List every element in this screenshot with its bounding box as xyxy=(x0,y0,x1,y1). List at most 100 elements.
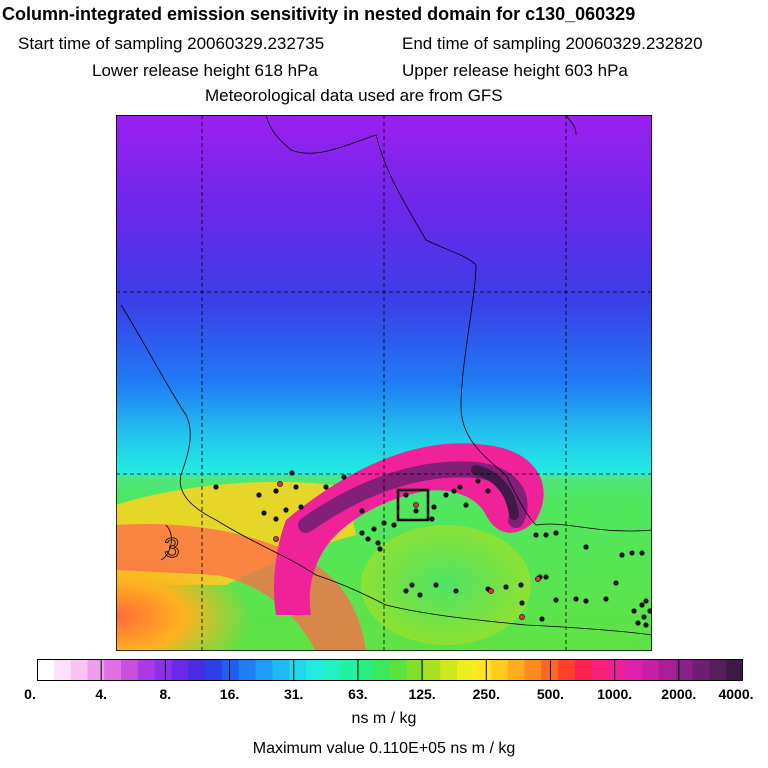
station-marker xyxy=(553,597,559,603)
station-marker xyxy=(643,598,649,604)
colorbar-swatch xyxy=(339,659,357,681)
station-marker xyxy=(451,488,457,494)
station-marker xyxy=(463,502,469,508)
colorbar-tick-label: 31. xyxy=(283,686,304,702)
station-marker xyxy=(443,492,449,498)
station-marker xyxy=(539,616,545,622)
colorbar-tick-label: 500. xyxy=(536,686,565,702)
station-marker xyxy=(583,598,589,604)
colorbar-swatch xyxy=(154,659,172,681)
colorbar-swatch xyxy=(390,659,408,681)
station-marker xyxy=(273,516,279,522)
release-box xyxy=(396,488,430,522)
colorbar-swatch xyxy=(474,659,492,681)
station-marker xyxy=(573,596,579,602)
station-marker-highlight xyxy=(519,614,525,620)
colorbar-tick-label: 16. xyxy=(219,686,240,702)
station-marker xyxy=(365,536,371,542)
colorbar-swatch xyxy=(541,659,559,681)
station-marker xyxy=(429,516,435,522)
colorbar-swatch xyxy=(272,659,290,681)
station-marker-highlight xyxy=(277,481,283,487)
colorbar-swatch xyxy=(322,659,341,681)
station-marker xyxy=(377,546,383,552)
station-marker xyxy=(603,596,609,602)
colorbar-swatch xyxy=(423,659,441,681)
colorbar-swatch xyxy=(221,659,240,681)
colorbar-swatch xyxy=(591,659,610,681)
colorbar-swatch xyxy=(675,659,694,681)
colorbar-tick-label: 125. xyxy=(408,686,436,702)
station-marker xyxy=(403,492,409,498)
colorbar-swatch xyxy=(406,659,425,681)
station-marker-highlight xyxy=(273,536,279,542)
station-marker xyxy=(213,484,219,490)
station-marker xyxy=(543,532,549,538)
colorbar-swatch xyxy=(524,659,542,681)
colorbar-swatch xyxy=(255,659,273,681)
colorbar-tick-label: 4. xyxy=(95,686,108,702)
colorbar-swatch xyxy=(238,659,257,681)
colorbar-swatch xyxy=(608,659,626,681)
station-marker xyxy=(485,488,491,494)
station-marker xyxy=(553,530,559,536)
station-marker xyxy=(639,550,645,556)
colorbar-swatch xyxy=(642,659,660,681)
station-marker xyxy=(413,508,419,514)
station-marker xyxy=(631,608,637,614)
colorbar-swatch xyxy=(188,659,206,681)
station-marker xyxy=(543,574,549,580)
colorbar-swatch xyxy=(625,659,643,681)
colorbar-swatch xyxy=(87,659,105,681)
station-marker xyxy=(359,508,365,514)
colorbar-swatch xyxy=(490,659,509,681)
station-marker xyxy=(643,622,649,628)
station-marker xyxy=(518,582,524,588)
colorbar xyxy=(37,659,743,681)
station-marker xyxy=(457,484,463,490)
station-marker xyxy=(298,504,304,510)
station-marker-highlight xyxy=(413,502,419,508)
region-marker: 3 xyxy=(164,532,180,563)
station-marker xyxy=(391,522,397,528)
colorbar-swatch xyxy=(37,659,55,681)
colorbar-units: ns m / kg xyxy=(351,710,417,727)
colorbar-swatch xyxy=(373,659,391,681)
start-time-label: Start time of sampling 20060329.232735 xyxy=(18,34,325,53)
plot-title: Column-integrated emission sensitivity i… xyxy=(2,4,636,24)
coastlines xyxy=(120,115,652,636)
colorbar-tick-label: 8. xyxy=(159,686,172,702)
station-markers xyxy=(213,470,652,628)
lower-height-label: Lower release height 618 hPa xyxy=(92,61,318,80)
station-marker xyxy=(647,608,652,614)
station-marker xyxy=(341,474,347,480)
plume-core xyxy=(298,461,528,533)
field-inner-green xyxy=(361,525,531,645)
graticule xyxy=(116,115,652,651)
station-marker xyxy=(635,620,641,626)
colorbar-swatch xyxy=(658,659,677,681)
station-marker xyxy=(256,492,262,498)
colorbar-tick-label: 63. xyxy=(348,686,368,702)
station-marker-highlight xyxy=(488,588,494,594)
colorbar-swatch xyxy=(53,659,72,681)
colorbar-swatch xyxy=(121,659,139,681)
plume-peak xyxy=(471,465,519,520)
colorbar-swatch xyxy=(205,659,223,681)
colorbar-tick-label: 2000. xyxy=(661,686,697,702)
station-marker xyxy=(641,614,647,620)
colorbar-swatch xyxy=(726,659,743,681)
colorbar-swatch xyxy=(104,659,122,681)
met-data-label: Meteorological data used are from GFS xyxy=(205,86,503,105)
colorbar-swatch xyxy=(457,659,475,681)
station-marker xyxy=(619,552,625,558)
colorbar-swatch xyxy=(692,659,710,681)
station-marker xyxy=(371,526,377,532)
maximum-value: Maximum value 0.110E+05 ns m / kg xyxy=(252,740,516,757)
station-marker xyxy=(519,600,525,606)
station-marker xyxy=(375,540,381,546)
end-time-label: End time of sampling 20060329.232820 xyxy=(402,34,703,53)
colorbar-swatch xyxy=(171,659,189,681)
plume-arc xyxy=(274,443,544,615)
upper-height-label: Upper release height 603 hPa xyxy=(402,61,628,80)
